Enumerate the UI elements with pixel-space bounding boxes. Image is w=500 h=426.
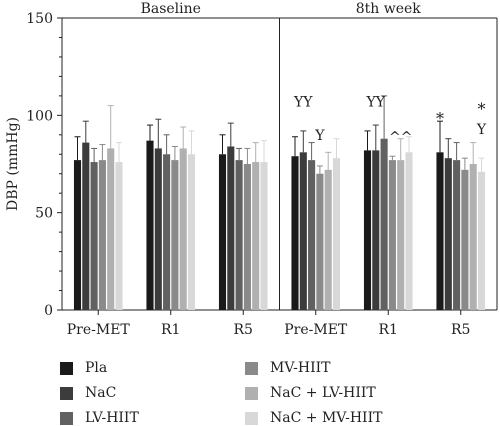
x-tick-label: Pre-MET [67,322,131,338]
bar-pla [436,152,444,310]
bar-nac-lv-hiit [252,162,260,310]
bar-nac [154,148,162,310]
bar-mv-hiit [171,160,179,310]
bar-lv-hiit [235,160,243,310]
y-tick-label: 50 [35,206,53,222]
bar-nac-mv-hiit [405,152,413,310]
legend-label: NaC + LV-HIIT [270,385,376,401]
dbp-bar-chart: Baseline 8th week 0 50 100 150 DBP (mmHg) Pre-M… [5,1,498,338]
legend-label: MV-HIIT [270,360,331,376]
bar-pla [73,160,82,310]
legend-item: LV-HIIT [60,410,139,426]
bar-nac-lv-hiit [107,148,115,310]
bar-pla [291,156,299,310]
bar-nac [82,142,90,310]
y-tick-label: 150 [26,11,53,27]
x-tick-label: R1 [161,322,180,338]
panel-title: Baseline [141,1,201,17]
legend-swatch [245,361,258,375]
panel-title: 8th week [356,1,422,17]
bar-pla [363,150,372,310]
y-tick-label: 100 [26,108,53,124]
bar-lv-hiit [380,138,388,310]
y-tick-label: 0 [44,303,53,319]
bar-nac [227,146,235,310]
x-tick-label: Pre-MET [284,322,348,338]
legend-label: LV-HIIT [85,410,139,426]
legend-item: Pla [60,360,107,376]
bar-mv-hiit [388,160,396,310]
bar-nac-mv-hiit [332,158,341,310]
legend-label: NaC + MV-HIIT [270,410,383,426]
legend: Pla NaC LV-HIIT MV-HIIT NaC + LV-HIIT NaC + M… [60,352,500,426]
bar-mv-hiit [461,169,469,310]
bar-nac-lv-hiit [179,148,187,310]
legend-swatch [60,361,73,375]
bar-pla [218,154,227,310]
bar-nac-mv-hiit [260,162,268,310]
significance-marker: * [436,109,444,128]
x-tick-label: R5 [234,322,253,338]
bar-mv-hiit [316,173,324,310]
significance-marker: Y [476,122,487,138]
bar-lv-hiit [90,162,98,310]
legend-swatch [60,411,73,425]
legend-item: NaC + MV-HIIT [245,410,382,426]
significance-marker: YY [293,95,313,111]
significance-marker: ^^ [389,130,412,146]
significance-marker: YY [366,95,386,111]
bar-nac [299,152,307,310]
bar-nac [372,150,380,310]
bar-nac-lv-hiit [397,160,405,310]
bar-nac-mv-hiit [477,171,486,310]
bar-lv-hiit [453,160,461,310]
bar-mv-hiit [243,164,251,310]
legend-item: MV-HIIT [245,360,331,376]
legend-item: NaC [60,385,116,401]
bar-mv-hiit [98,160,106,310]
bar-nac-mv-hiit [187,154,196,310]
bar-lv-hiit [308,160,316,310]
legend-swatch [60,386,73,400]
significance-marker: Y [314,128,325,144]
bar-pla [146,140,154,310]
bar-nac-mv-hiit [115,162,123,310]
legend-label: NaC [85,385,117,401]
legend-swatch [245,411,258,425]
y-axis-label: DBP (mmHg) [5,117,21,211]
x-tick-label: R1 [379,322,398,338]
bar-nac-lv-hiit [324,169,332,310]
x-tick-label: R5 [451,322,470,338]
legend-item: NaC + LV-HIIT [245,385,376,401]
bar-nac [444,158,452,310]
bar-lv-hiit [163,154,171,310]
bar-nac-lv-hiit [469,164,477,310]
legend-swatch [245,386,258,400]
legend-label: Pla [85,360,108,376]
significance-marker: * [478,99,486,118]
